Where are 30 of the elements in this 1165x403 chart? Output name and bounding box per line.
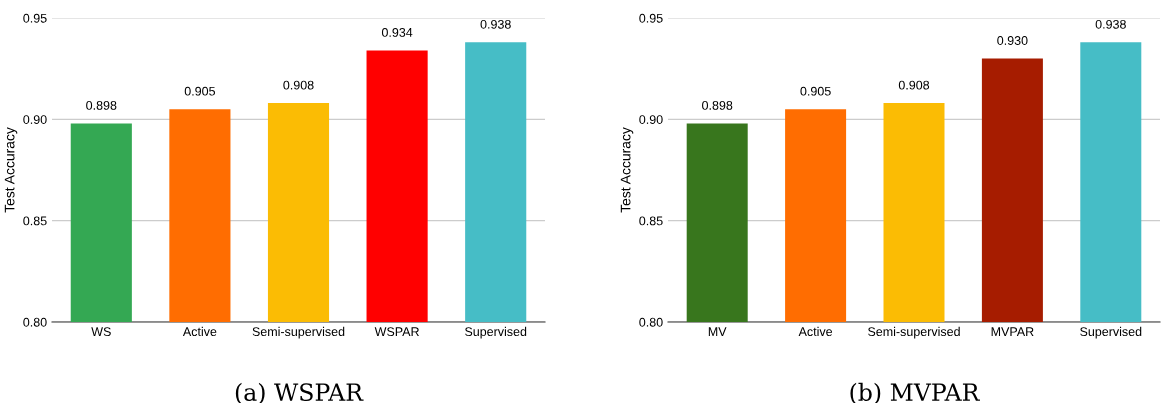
data-label: 0.934 xyxy=(381,27,413,37)
x-tick-label: Supervised xyxy=(465,326,527,339)
data-label: 0.938 xyxy=(1095,19,1126,29)
data-label: 0.905 xyxy=(184,86,216,96)
y-tick-label: 0.85 xyxy=(23,216,47,226)
y-tick-label: 0.80 xyxy=(23,317,47,327)
y-tick-label: 0.95 xyxy=(639,13,663,23)
data-label: 0.908 xyxy=(898,80,930,90)
x-tick-label: WSPAR xyxy=(374,327,419,337)
x-tick-label: Active xyxy=(182,326,217,337)
data-label: 0.898 xyxy=(86,100,117,110)
x-tick-label: MVPAR xyxy=(991,327,1034,336)
x-tick-label: Active xyxy=(798,326,833,337)
data-label: 0.905 xyxy=(800,86,831,96)
y-tick-label: 0.90 xyxy=(23,115,47,124)
x-tick-label: Semi-supervised xyxy=(252,326,345,339)
x-tick-label: WS xyxy=(91,327,111,337)
data-label: 0.930 xyxy=(997,36,1028,45)
y-tick-label: 0.90 xyxy=(639,115,663,124)
y-axis-title: Test Accuracy xyxy=(620,127,634,213)
x-tick-label: Supervised xyxy=(1080,326,1142,339)
y-axis-title: Test Accuracy xyxy=(4,127,18,213)
y-tick-label: 0.95 xyxy=(23,13,47,23)
x-tick-label: Semi-supervised xyxy=(868,326,960,339)
y-tick-label: 0.85 xyxy=(639,216,663,226)
x-tick-label: MV xyxy=(708,327,727,336)
data-label: 0.898 xyxy=(702,100,733,110)
data-label: 0.938 xyxy=(480,19,511,29)
data-label: 0.908 xyxy=(283,80,314,90)
y-tick-label: 0.80 xyxy=(639,317,663,327)
